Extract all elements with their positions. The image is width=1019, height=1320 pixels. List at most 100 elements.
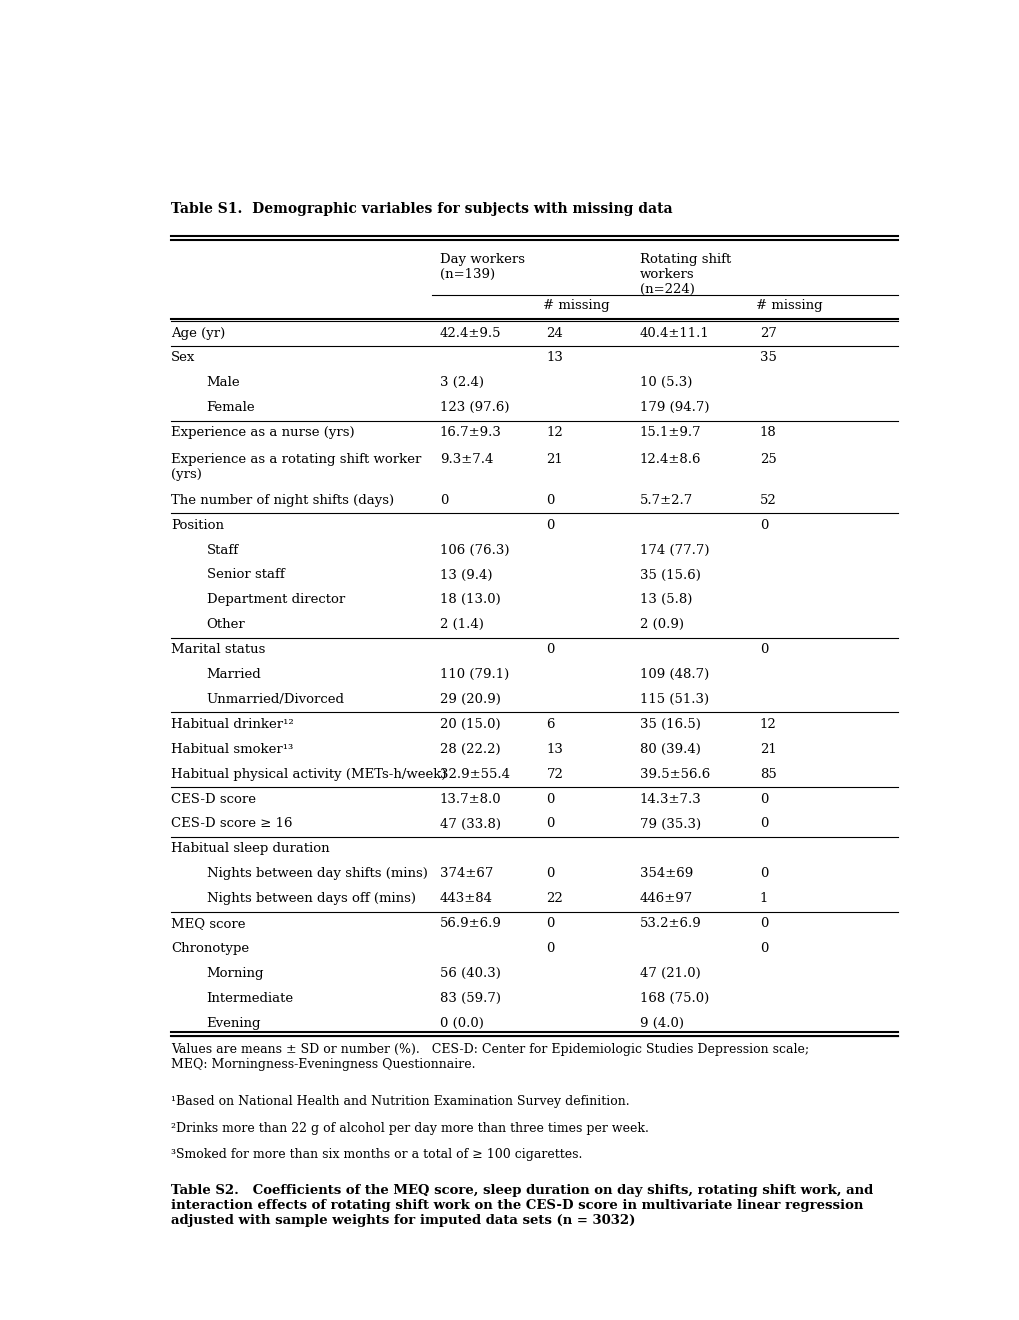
Text: 106 (76.3): 106 (76.3) [439, 544, 508, 557]
Text: 32.9±55.4: 32.9±55.4 [439, 768, 510, 780]
Text: Married: Married [206, 668, 261, 681]
Text: 35 (15.6): 35 (15.6) [639, 569, 700, 582]
Text: 174 (77.7): 174 (77.7) [639, 544, 708, 557]
Text: 13: 13 [546, 743, 562, 756]
Text: Habitual sleep duration: Habitual sleep duration [171, 842, 329, 855]
Text: 12: 12 [546, 426, 562, 440]
Text: The number of night shifts (days): The number of night shifts (days) [171, 494, 393, 507]
Text: Day workers
(n=139): Day workers (n=139) [439, 253, 524, 281]
Text: 0: 0 [439, 494, 447, 507]
Text: 40.4±11.1: 40.4±11.1 [639, 326, 709, 339]
Text: 2 (0.9): 2 (0.9) [639, 618, 683, 631]
Text: Nights between days off (mins): Nights between days off (mins) [206, 892, 415, 906]
Text: 52: 52 [759, 494, 775, 507]
Text: Table S1.  Demographic variables for subjects with missing data: Table S1. Demographic variables for subj… [171, 202, 672, 216]
Text: 16.7±9.3: 16.7±9.3 [439, 426, 501, 440]
Text: 85: 85 [759, 768, 775, 780]
Text: Age (yr): Age (yr) [171, 326, 225, 339]
Text: 72: 72 [546, 768, 562, 780]
Text: 13: 13 [546, 351, 562, 364]
Text: 0: 0 [759, 817, 767, 830]
Text: Marital status: Marital status [171, 643, 265, 656]
Text: Table S2.   Coefficients of the MEQ score, sleep duration on day shifts, rotatin: Table S2. Coefficients of the MEQ score,… [171, 1184, 872, 1228]
Text: 35: 35 [759, 351, 776, 364]
Text: 0: 0 [759, 792, 767, 805]
Text: Rotating shift
workers
(n=224): Rotating shift workers (n=224) [639, 253, 731, 296]
Text: 13.7±8.0: 13.7±8.0 [439, 792, 501, 805]
Text: 3 (2.4): 3 (2.4) [439, 376, 483, 389]
Text: 9 (4.0): 9 (4.0) [639, 1016, 683, 1030]
Text: 179 (94.7): 179 (94.7) [639, 401, 708, 414]
Text: 446±97: 446±97 [639, 892, 692, 906]
Text: 6: 6 [546, 718, 554, 731]
Text: 47 (21.0): 47 (21.0) [639, 966, 700, 979]
Text: 13 (5.8): 13 (5.8) [639, 594, 692, 606]
Text: 0: 0 [546, 494, 554, 507]
Text: Habitual drinker¹²: Habitual drinker¹² [171, 718, 293, 731]
Text: 0 (0.0): 0 (0.0) [439, 1016, 483, 1030]
Text: Intermediate: Intermediate [206, 991, 293, 1005]
Text: MEQ score: MEQ score [171, 917, 246, 931]
Text: 56 (40.3): 56 (40.3) [439, 966, 500, 979]
Text: 15.1±9.7: 15.1±9.7 [639, 426, 701, 440]
Text: Habitual physical activity (METs-h/week): Habitual physical activity (METs-h/week) [171, 768, 446, 780]
Text: CES-D score: CES-D score [171, 792, 256, 805]
Text: Morning: Morning [206, 966, 264, 979]
Text: Experience as a nurse (yrs): Experience as a nurse (yrs) [171, 426, 355, 440]
Text: 53.2±6.9: 53.2±6.9 [639, 917, 701, 931]
Text: Nights between day shifts (mins): Nights between day shifts (mins) [206, 867, 427, 880]
Text: 0: 0 [759, 643, 767, 656]
Text: 168 (75.0): 168 (75.0) [639, 991, 708, 1005]
Text: 29 (20.9): 29 (20.9) [439, 693, 500, 706]
Text: Other: Other [206, 618, 245, 631]
Text: 0: 0 [546, 817, 554, 830]
Text: ³Smoked for more than six months or a total of ≥ 100 cigarettes.: ³Smoked for more than six months or a to… [171, 1148, 582, 1160]
Text: Sex: Sex [171, 351, 196, 364]
Text: 79 (35.3): 79 (35.3) [639, 817, 700, 830]
Text: 39.5±56.6: 39.5±56.6 [639, 768, 709, 780]
Text: 56.9±6.9: 56.9±6.9 [439, 917, 501, 931]
Text: 18 (13.0): 18 (13.0) [439, 594, 500, 606]
Text: Habitual smoker¹³: Habitual smoker¹³ [171, 743, 292, 756]
Text: 21: 21 [546, 453, 562, 466]
Text: 0: 0 [546, 917, 554, 931]
Text: 27: 27 [759, 326, 776, 339]
Text: 5.7±2.7: 5.7±2.7 [639, 494, 692, 507]
Text: 10 (5.3): 10 (5.3) [639, 376, 692, 389]
Text: 354±69: 354±69 [639, 867, 692, 880]
Text: 0: 0 [546, 792, 554, 805]
Text: 42.4±9.5: 42.4±9.5 [439, 326, 500, 339]
Text: 109 (48.7): 109 (48.7) [639, 668, 708, 681]
Text: 28 (22.2): 28 (22.2) [439, 743, 500, 756]
Text: 123 (97.6): 123 (97.6) [439, 401, 508, 414]
Text: 47 (33.8): 47 (33.8) [439, 817, 500, 830]
Text: Evening: Evening [206, 1016, 261, 1030]
Text: # missing: # missing [542, 298, 608, 312]
Text: ²Drinks more than 22 g of alcohol per day more than three times per week.: ²Drinks more than 22 g of alcohol per da… [171, 1122, 648, 1135]
Text: 9.3±7.4: 9.3±7.4 [439, 453, 492, 466]
Text: Male: Male [206, 376, 239, 389]
Text: 14.3±7.3: 14.3±7.3 [639, 792, 701, 805]
Text: 25: 25 [759, 453, 775, 466]
Text: Staff: Staff [206, 544, 238, 557]
Text: Unmarried/Divorced: Unmarried/Divorced [206, 693, 344, 706]
Text: 0: 0 [546, 867, 554, 880]
Text: Department director: Department director [206, 594, 344, 606]
Text: 0: 0 [546, 643, 554, 656]
Text: 0: 0 [759, 867, 767, 880]
Text: 0: 0 [546, 519, 554, 532]
Text: 1: 1 [759, 892, 767, 906]
Text: 443±84: 443±84 [439, 892, 492, 906]
Text: 12.4±8.6: 12.4±8.6 [639, 453, 700, 466]
Text: 21: 21 [759, 743, 775, 756]
Text: 12: 12 [759, 718, 775, 731]
Text: Experience as a rotating shift worker
(yrs): Experience as a rotating shift worker (y… [171, 453, 421, 480]
Text: Values are means ± SD or number (%).   CES-D: Center for Epidemiologic Studies D: Values are means ± SD or number (%). CES… [171, 1043, 808, 1071]
Text: 22: 22 [546, 892, 562, 906]
Text: 110 (79.1): 110 (79.1) [439, 668, 508, 681]
Text: Female: Female [206, 401, 255, 414]
Text: Position: Position [171, 519, 224, 532]
Text: 0: 0 [759, 917, 767, 931]
Text: 18: 18 [759, 426, 775, 440]
Text: 115 (51.3): 115 (51.3) [639, 693, 708, 706]
